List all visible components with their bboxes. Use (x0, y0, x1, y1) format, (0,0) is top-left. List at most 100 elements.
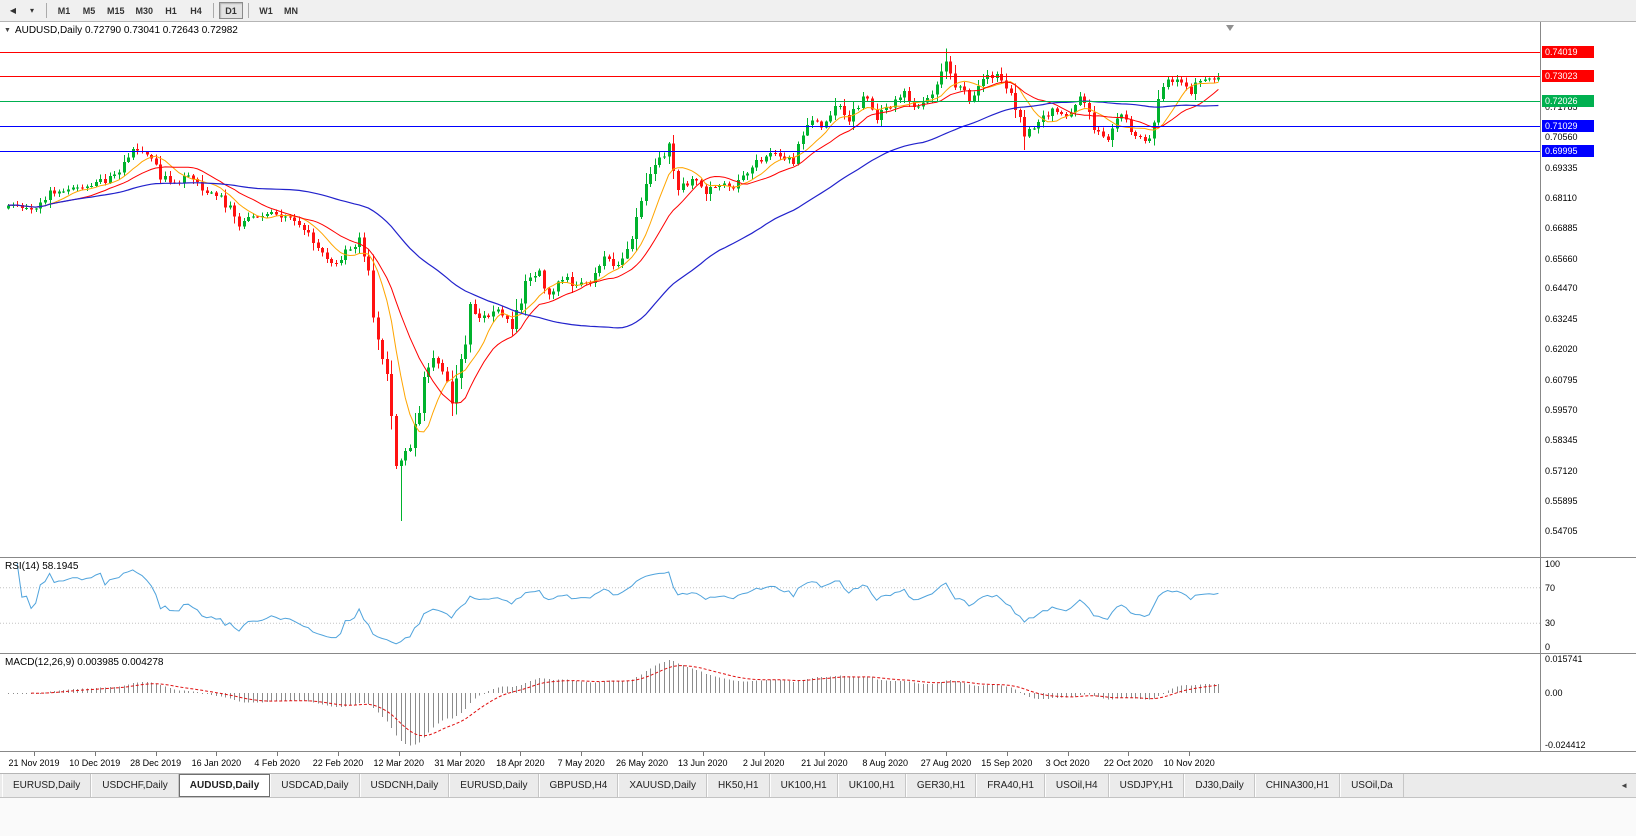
date-label: 8 Aug 2020 (862, 758, 908, 768)
scroll-left-icon[interactable]: ◀ (9, 6, 17, 15)
chart-menu-icon[interactable]: ▼ (4, 27, 11, 34)
candles-layer (7, 48, 1220, 521)
date-label: 15 Sep 2020 (981, 758, 1033, 768)
date-label: 18 Apr 2020 (496, 758, 545, 768)
price-chart-canvas[interactable] (0, 22, 1540, 557)
chart-tab-usdchf-daily[interactable]: USDCHF,Daily (91, 774, 179, 797)
chart-tab-fra40-h1[interactable]: FRA40,H1 (976, 774, 1045, 797)
date-tick (338, 752, 339, 756)
date-label: 3 Oct 2020 (1045, 758, 1090, 768)
rsi-label: RSI(14) 58.1945 (5, 561, 79, 572)
timeframe-w1-button[interactable]: W1 (259, 5, 273, 16)
tab-scroll-left-icon[interactable]: ◄ (1620, 781, 1628, 790)
price-axis-label: 0.58345 (1545, 435, 1578, 446)
price-axis-label: 0.59570 (1545, 404, 1578, 415)
date-label: 10 Dec 2019 (69, 758, 121, 768)
toolbar-divider (213, 3, 215, 18)
date-tick (642, 752, 643, 756)
price-axis-label: 0.70560 (1545, 132, 1578, 143)
date-label: 21 Nov 2019 (8, 758, 60, 768)
date-tick (1067, 752, 1069, 756)
chart-title-text: AUDUSD,Daily 0.72790 0.73041 0.72643 0.7… (14, 25, 238, 36)
chart-tab-uk100-h1[interactable]: UK100,H1 (837, 774, 906, 797)
timeframe-d1-button[interactable]: D1 (219, 2, 244, 19)
macd-axis-label: 0.00 (1545, 687, 1563, 698)
chart-tab-usoil-da[interactable]: USOil,Da (1340, 774, 1404, 797)
date-tick (763, 752, 765, 756)
timeframe-h4-button[interactable]: H4 (190, 5, 202, 16)
date-tick (581, 752, 583, 756)
timeframe-buttons: M1 M5 M15 M30 H1 H4 D1 W1 MN (52, 2, 303, 19)
price-panel: ▼ AUDUSD,Daily 0.72790 0.73041 0.72643 0… (0, 22, 1636, 558)
toolbar-divider (248, 3, 250, 18)
rsi-line (16, 563, 1219, 645)
chart-tab-ger30-h1[interactable]: GER30,H1 (905, 774, 977, 797)
chart-title: ▼ AUDUSD,Daily 0.72790 0.73041 0.72643 0… (4, 25, 238, 36)
chart-tab-usdcad-daily[interactable]: USDCAD,Daily (270, 774, 360, 797)
macd-signal-line (31, 665, 1219, 737)
timeframe-m15-button[interactable]: M15 (107, 5, 125, 16)
chart-tab-xauusd-daily[interactable]: XAUUSD,Daily (618, 774, 708, 797)
price-axis-label: 0.69335 (1545, 162, 1578, 173)
chart-tab-usoil-h4[interactable]: USOil,H4 (1044, 774, 1109, 797)
date-tick (702, 752, 704, 756)
date-tick (1189, 752, 1191, 756)
price-axis-label: 0.63245 (1545, 313, 1578, 324)
timeframe-m30-button[interactable]: M30 (135, 5, 154, 16)
chart-tab-audusd-daily[interactable]: AUDUSD,Daily (178, 774, 271, 797)
rsi-chart-canvas[interactable] (0, 558, 1540, 653)
chart-shift-marker-icon[interactable] (1226, 25, 1234, 31)
price-line-tag: 0.73023 (1542, 70, 1594, 83)
date-tick (1128, 752, 1130, 756)
timeframe-m1-button[interactable]: M1 (57, 5, 71, 16)
date-tick (459, 752, 461, 756)
price-axis-label: 0.64470 (1545, 283, 1578, 294)
date-label: 27 Aug 2020 (920, 758, 972, 768)
chart-tab-uk100-h1[interactable]: UK100,H1 (769, 774, 838, 797)
timeframe-h1-button[interactable]: H1 (165, 5, 177, 16)
ma-slow-line (7, 100, 1219, 329)
macd-axis-label: -0.024412 (1545, 740, 1586, 750)
chart-tab-usdjpy-h1[interactable]: USDJPY,H1 (1108, 774, 1185, 797)
ma-mid-line (7, 81, 1219, 404)
toolbar: ◀ ▾ M1 M5 M15 M30 H1 H4 D1 W1 MN (0, 0, 1636, 22)
chart-tab-eurusd-daily[interactable]: EURUSD,Daily (2, 774, 92, 797)
chart-tab-hk50-h1[interactable]: HK50,H1 (707, 774, 770, 797)
date-label: 4 Feb 2020 (254, 758, 300, 768)
date-tick (155, 752, 157, 756)
price-axis-label: 0.66885 (1545, 223, 1578, 234)
horizontal-lines-layer[interactable] (0, 51, 1540, 153)
timeframe-mn-button[interactable]: MN (284, 5, 299, 16)
rsi-panel: RSI(14) 58.1945 100 70 30 0 (0, 558, 1636, 654)
macd-chart-canvas[interactable] (0, 654, 1540, 751)
rsi-axis-label: 70 (1545, 582, 1556, 593)
rsi-axis-label: 0 (1545, 642, 1551, 652)
date-label: 22 Oct 2020 (1103, 758, 1153, 768)
price-line-tag: 0.72026 (1542, 94, 1594, 107)
chart-tab-usdcnh-daily[interactable]: USDCNH,Daily (359, 774, 450, 797)
date-label: 28 Dec 2019 (130, 758, 182, 768)
date-tick (885, 752, 887, 756)
date-tick (824, 752, 826, 756)
chart-tab-china300-h1[interactable]: CHINA300,H1 (1254, 774, 1341, 797)
price-axis-label: 0.60795 (1545, 374, 1578, 385)
price-axis[interactable]: 0.717850.705600.693350.681100.668850.656… (1540, 22, 1636, 557)
price-axis-label: 0.55895 (1545, 496, 1578, 507)
date-label: 12 Mar 2020 (373, 758, 425, 768)
timeframe-m5-button[interactable]: M5 (82, 5, 96, 16)
chart-list-dropdown-icon[interactable]: ▾ (29, 6, 34, 15)
macd-axis[interactable]: 0.015741 0.00 -0.024412 (1540, 654, 1636, 751)
price-line-tag: 0.69995 (1542, 145, 1594, 158)
rsi-axis[interactable]: 100 70 30 0 (1540, 558, 1636, 653)
date-axis[interactable]: 21 Nov 2019 10 Dec 2019 28 Dec 2019 16 Jan … (0, 752, 1636, 774)
date-label: 31 Mar 2020 (434, 758, 485, 768)
date-label: 10 Nov 2020 (1163, 758, 1215, 768)
chart-tab-dj30-daily[interactable]: DJ30,Daily (1184, 774, 1255, 797)
macd-label: MACD(12,26,9) 0.003985 0.004278 (5, 657, 164, 668)
price-line-tag: 0.74019 (1542, 45, 1594, 58)
macd-axis-label: 0.015741 (1545, 654, 1583, 664)
chart-tab-eurusd-daily[interactable]: EURUSD,Daily (449, 774, 539, 797)
rsi-axis-label: 100 (1545, 559, 1561, 569)
chart-tab-gbpusd-h4[interactable]: GBPUSD,H4 (538, 774, 619, 797)
